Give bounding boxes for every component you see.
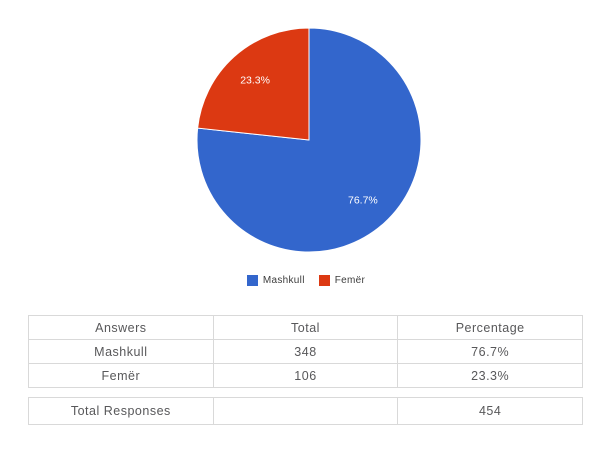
results-table: Answers Total Percentage Mashkull 348 76… <box>28 315 583 388</box>
pie-slice-label-femer: 23.3% <box>240 75 270 87</box>
total-cell: 106 <box>212 363 399 388</box>
column-header-percentage: Percentage <box>397 315 583 340</box>
total-responses-table: Total Responses 454 <box>28 397 583 425</box>
answer-cell: Mashkull <box>28 339 214 364</box>
pie-chart-container: 76.7% 23.3% <box>194 25 424 255</box>
table-row: Femër 106 23.3% <box>28 363 583 388</box>
total-responses-value: 454 <box>397 397 583 425</box>
legend-item-femer: Femër <box>318 274 366 286</box>
total-responses-label: Total Responses <box>28 397 214 425</box>
percentage-cell: 23.3% <box>397 363 583 388</box>
total-responses-empty-cell <box>212 397 399 425</box>
legend-label: Femër <box>334 274 366 286</box>
total-responses-row: Total Responses 454 <box>28 397 583 425</box>
legend-swatch-femer <box>318 274 330 286</box>
column-header-answers: Answers <box>28 315 214 340</box>
chart-legend: Mashkull Femër <box>0 272 612 288</box>
pie-slice-label-mashkull: 76.7% <box>348 195 378 207</box>
legend-item-mashkull: Mashkull <box>246 274 305 286</box>
legend-label: Mashkull <box>262 274 305 286</box>
pie-slice-femer[interactable] <box>197 27 310 141</box>
table-row: Mashkull 348 76.7% <box>28 339 583 364</box>
total-cell: 348 <box>212 339 399 364</box>
pie-chart: 76.7% 23.3% <box>196 27 422 253</box>
table-header-row: Answers Total Percentage <box>28 315 583 340</box>
answer-cell: Femër <box>28 363 214 388</box>
column-header-total: Total <box>212 315 399 340</box>
percentage-cell: 76.7% <box>397 339 583 364</box>
legend-swatch-mashkull <box>246 274 258 286</box>
